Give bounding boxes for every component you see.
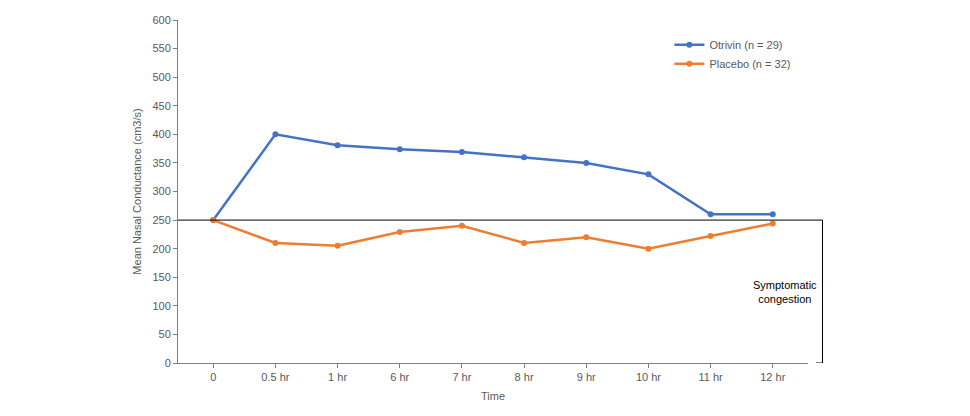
svg-text:12 hr: 12 hr — [760, 371, 785, 383]
svg-text:0.5 hr: 0.5 hr — [261, 371, 289, 383]
svg-text:0: 0 — [210, 371, 216, 383]
svg-text:250: 250 — [152, 214, 170, 226]
svg-text:50: 50 — [159, 328, 171, 340]
svg-text:8 hr: 8 hr — [515, 371, 534, 383]
svg-text:300: 300 — [152, 185, 170, 197]
svg-text:Time: Time — [481, 390, 505, 402]
svg-text:Mean Nasal Conductance (cm3/s): Mean Nasal Conductance (cm3/s) — [131, 108, 143, 274]
svg-text:350: 350 — [152, 157, 170, 169]
svg-text:1 hr: 1 hr — [328, 371, 347, 383]
svg-text:0: 0 — [165, 357, 171, 369]
svg-text:Symptomaticcongestion: Symptomaticcongestion — [753, 279, 817, 305]
svg-text:9 hr: 9 hr — [577, 371, 596, 383]
svg-text:10 hr: 10 hr — [636, 371, 661, 383]
svg-text:400: 400 — [152, 128, 170, 140]
svg-text:600: 600 — [152, 14, 170, 26]
svg-text:150: 150 — [152, 271, 170, 283]
svg-text:Placebo (n = 32): Placebo (n = 32) — [709, 58, 790, 70]
svg-text:Otrivin (n = 29): Otrivin (n = 29) — [709, 39, 782, 51]
svg-text:200: 200 — [152, 243, 170, 255]
svg-text:500: 500 — [152, 71, 170, 83]
svg-text:11 hr: 11 hr — [698, 371, 723, 383]
svg-text:7 hr: 7 hr — [452, 371, 471, 383]
svg-text:450: 450 — [152, 100, 170, 112]
svg-text:6 hr: 6 hr — [390, 371, 409, 383]
svg-text:550: 550 — [152, 42, 170, 54]
svg-text:100: 100 — [152, 300, 170, 312]
